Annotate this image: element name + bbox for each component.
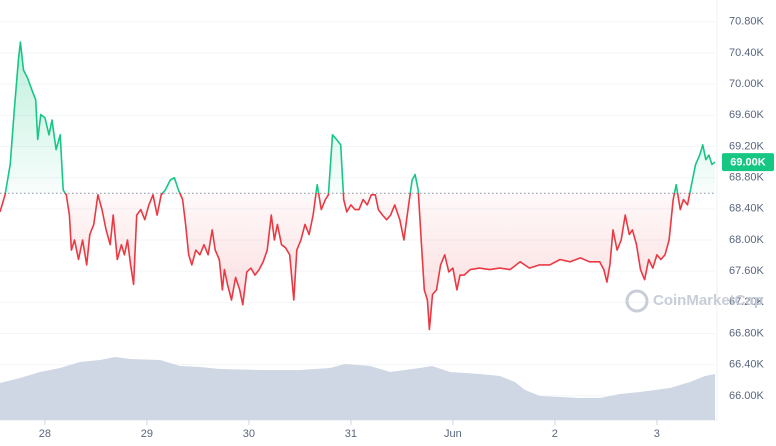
y-tick-label: 67.60K	[729, 265, 765, 277]
x-tick-label: 30	[243, 428, 255, 440]
x-tick-label: 31	[345, 428, 357, 440]
x-tick-label: 2	[552, 428, 558, 440]
x-tick-label: 28	[39, 428, 51, 440]
y-tick-label: 70.80K	[729, 16, 765, 28]
y-tick-label: 67.20K	[729, 296, 765, 308]
y-tick-label: 70.00K	[729, 78, 765, 90]
y-tick-label: 68.00K	[729, 234, 765, 246]
y-tick-label: 68.80K	[729, 172, 765, 184]
y-tick-label: 69.60K	[729, 109, 765, 121]
volume-area	[0, 357, 715, 420]
y-tick-label: 68.40K	[729, 203, 765, 215]
price-tag-label: 69.00K	[730, 156, 766, 168]
y-tick-label: 69.20K	[729, 140, 765, 152]
watermark-text: CoinMarketCap	[653, 292, 763, 309]
x-tick-label: 3	[654, 428, 660, 440]
y-tick-label: 66.40K	[729, 359, 765, 371]
x-tick-label: Jun	[444, 428, 462, 440]
price-area	[0, 42, 715, 330]
price-tag	[722, 153, 774, 172]
watermark: CoinMarketCap	[625, 289, 763, 313]
x-tick-label: 29	[141, 428, 153, 440]
price-line	[0, 41, 716, 331]
y-tick-label: 70.40K	[729, 47, 765, 59]
y-tick-label: 66.00K	[729, 390, 765, 402]
watermark-logo	[625, 289, 649, 313]
y-tick-label: 66.80K	[729, 327, 765, 339]
